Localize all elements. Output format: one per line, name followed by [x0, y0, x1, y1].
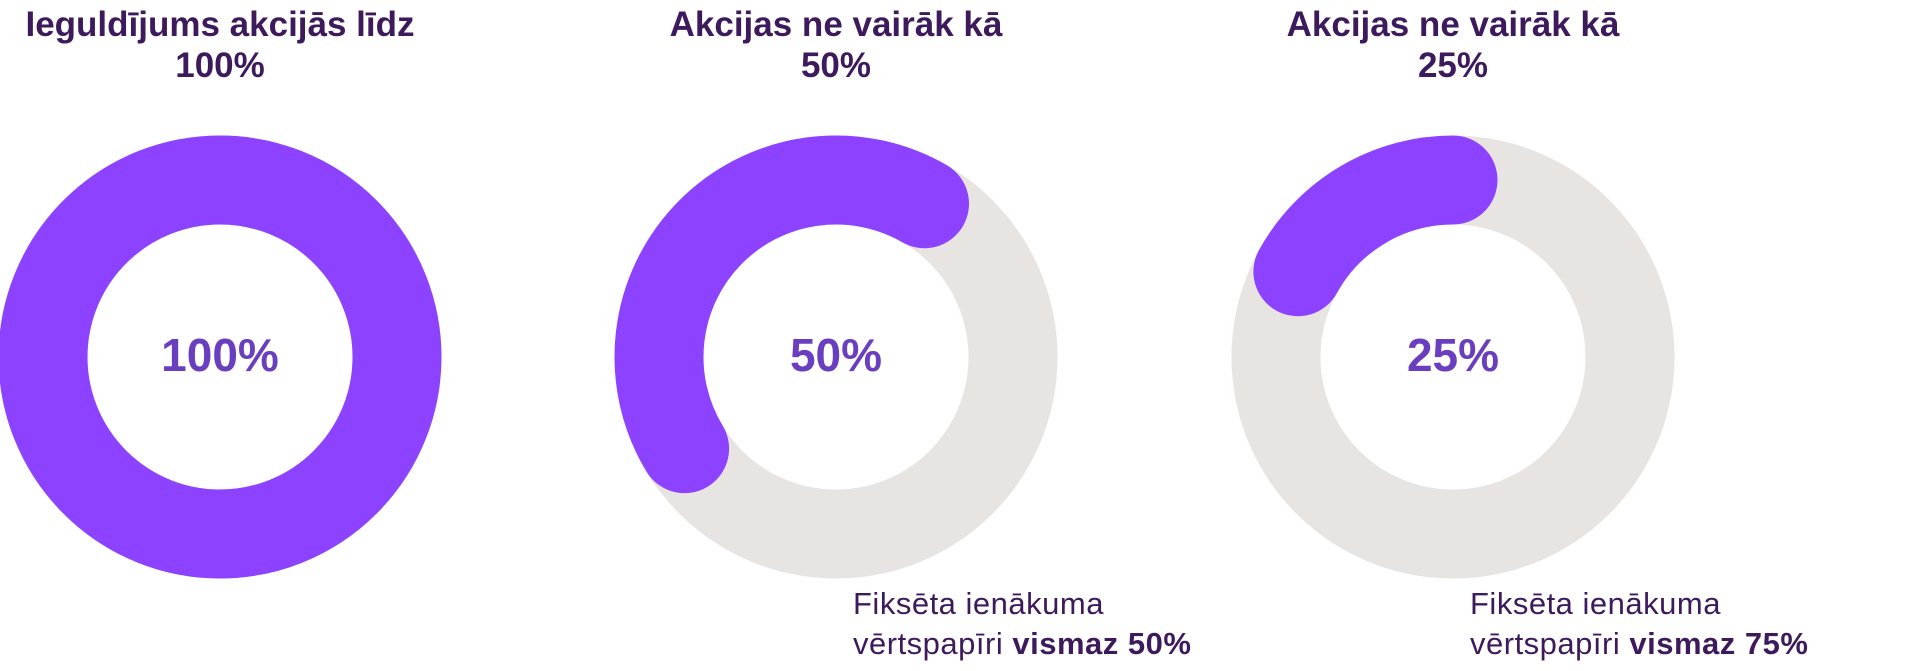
caption: Fiksēta ienākuma vērtspapīri vismaz 75%: [1470, 584, 1870, 664]
chart-title: Akcijas ne vairāk kā 50%: [669, 5, 1003, 85]
chart-title: Ieguldījums akcijās līdz 100%: [25, 5, 415, 85]
center-label: 50%: [790, 329, 882, 381]
chart-title: Akcijas ne vairāk kā 25%: [1286, 5, 1620, 85]
center-label: 25%: [1407, 329, 1499, 381]
caption-text: Fiksēta ienākuma vērtspapīri: [853, 586, 1104, 661]
caption: Fiksēta ienākuma vērtspapīri vismaz 50%: [853, 584, 1253, 664]
caption-text: Fiksēta ienākuma vērtspapīri: [1470, 586, 1721, 661]
caption-emphasis: vismaz 50%: [1012, 626, 1192, 661]
center-label: 100%: [161, 329, 279, 381]
donut-arc: [1253, 135, 1498, 317]
donut-arc: [0, 135, 442, 579]
caption-emphasis: vismaz 75%: [1629, 626, 1809, 661]
donut-arc: [614, 135, 969, 494]
